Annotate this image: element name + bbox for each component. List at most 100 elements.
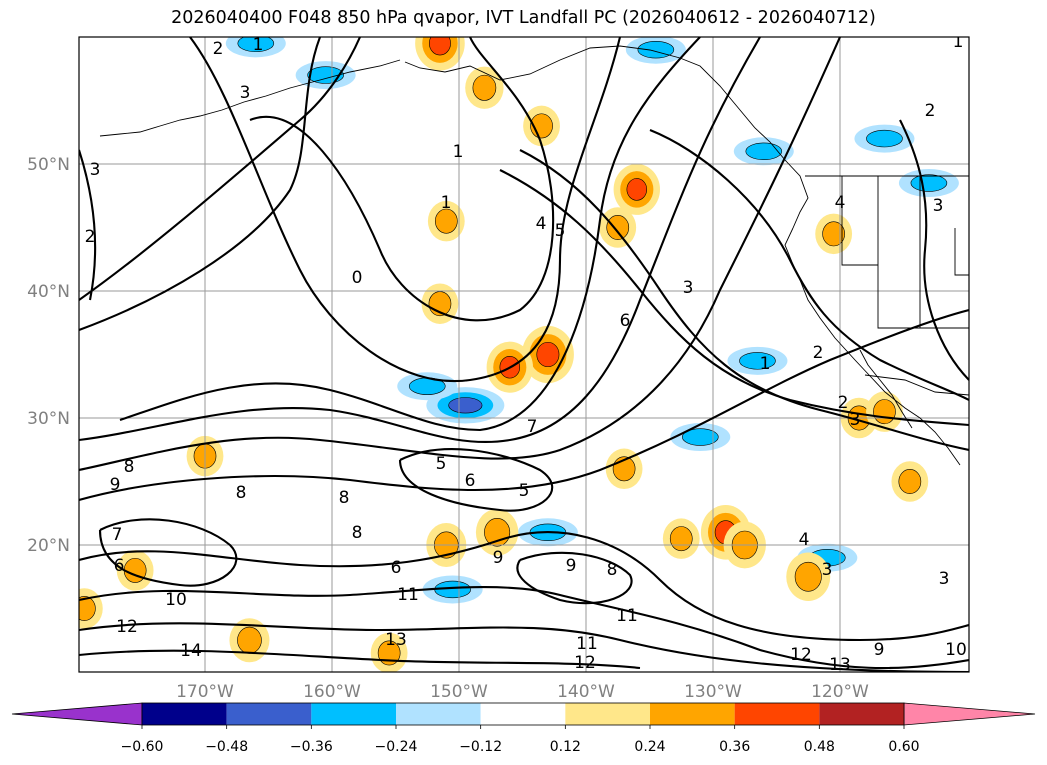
ivt-contour-line bbox=[189, 37, 622, 383]
contour-label: 5 bbox=[436, 454, 447, 474]
qvapor-fill bbox=[866, 129, 903, 148]
ivt-contours bbox=[79, 37, 969, 672]
qvapor-fill bbox=[637, 41, 675, 59]
ivt-contour-line bbox=[79, 149, 97, 301]
contour-label: 4 bbox=[835, 193, 846, 213]
qvapor-fill bbox=[745, 142, 783, 161]
contour-label: 9 bbox=[493, 548, 504, 568]
contour-label: 4 bbox=[536, 214, 547, 234]
coastline-baja bbox=[859, 349, 913, 429]
lon-label: 170°W bbox=[176, 682, 234, 702]
qvapor-fill bbox=[307, 66, 344, 84]
contour-label: 3 bbox=[683, 278, 694, 298]
coastline-aleutians bbox=[99, 59, 401, 137]
contour-label: 8 bbox=[607, 560, 618, 580]
qvapor-fill bbox=[681, 428, 719, 446]
contour-label: 6 bbox=[620, 311, 631, 331]
contour-label: 6 bbox=[114, 556, 125, 576]
contour-label: 11 bbox=[616, 606, 638, 626]
contour-label: 3 bbox=[850, 410, 861, 430]
colorbar-tick-label: −0.24 bbox=[375, 739, 418, 755]
contour-label: 8 bbox=[352, 523, 363, 543]
qvapor-fill bbox=[822, 221, 845, 247]
contour-label: 12 bbox=[116, 617, 138, 637]
qvapor-fill bbox=[794, 561, 822, 592]
map-title: 2026040400 F048 850 hPa qvapor, IVT Land… bbox=[171, 8, 876, 28]
colorbar-segment bbox=[311, 703, 396, 725]
colorbar-frame bbox=[141, 702, 905, 726]
colorbar-tick-label: 0.36 bbox=[719, 739, 750, 755]
qvapor-fill bbox=[237, 37, 275, 53]
latitude-labels: 50°N 40°N 30°N 20°N bbox=[27, 155, 70, 556]
longitude-labels: 170°W 160°W 150°W 140°W 130°W 120°W bbox=[176, 682, 869, 702]
colorbar-segment bbox=[142, 703, 227, 725]
contour-label: 3 bbox=[822, 560, 833, 580]
qvapor-fill bbox=[669, 526, 693, 552]
colorbar-tick-label: 0.48 bbox=[804, 739, 835, 755]
contour-label: 9 bbox=[874, 640, 885, 660]
contour-label: 7 bbox=[527, 417, 538, 437]
ivt-contour-line bbox=[79, 649, 641, 670]
qvapor-fill bbox=[434, 208, 458, 234]
qvapor-fill bbox=[910, 174, 948, 192]
qvapor-fill bbox=[237, 626, 262, 654]
colorbar-segment bbox=[226, 703, 312, 725]
lat-label: 40°N bbox=[27, 282, 70, 302]
colorbar-tick-label: −0.12 bbox=[459, 739, 502, 755]
contour-label: 2 bbox=[213, 39, 224, 59]
ivt-contour-line bbox=[79, 37, 361, 301]
ivt-contour-line bbox=[516, 551, 633, 605]
qvapor-fill bbox=[377, 640, 401, 666]
qvapor-fill bbox=[79, 596, 96, 621]
contour-label: 3 bbox=[939, 569, 950, 589]
colorbar-segment bbox=[396, 703, 481, 725]
contour-label: 7 bbox=[112, 525, 123, 545]
colorbar-segment bbox=[565, 703, 650, 725]
qvapor-fill bbox=[898, 469, 922, 494]
colorbar-extend-low bbox=[11, 702, 143, 726]
qvapor-fill bbox=[536, 341, 560, 368]
contour-label: 14 bbox=[180, 641, 202, 661]
contour-label: 1 bbox=[253, 35, 264, 55]
colorbar-segment bbox=[734, 703, 820, 725]
colorbar-segment bbox=[480, 703, 566, 725]
contour-label: 12 bbox=[790, 645, 812, 665]
colorbar-tick-label: 0.24 bbox=[634, 739, 665, 755]
border-states bbox=[841, 176, 969, 329]
ivt-contour-line bbox=[519, 149, 969, 452]
lat-label: 30°N bbox=[27, 409, 70, 429]
contour-label: 0 bbox=[352, 268, 363, 288]
contour-label: 9 bbox=[110, 475, 121, 495]
colorbar-tick-label: −0.60 bbox=[121, 739, 164, 755]
contour-label: 1 bbox=[760, 354, 771, 374]
contour-label: 5 bbox=[555, 221, 566, 241]
contour-label: 13 bbox=[829, 655, 851, 675]
contour-label: 2 bbox=[85, 227, 96, 247]
contour-label: 4 bbox=[799, 530, 810, 550]
colorbar-segment bbox=[650, 703, 735, 725]
contour-label: 10 bbox=[165, 590, 187, 610]
ivt-contour-line bbox=[79, 37, 761, 444]
contour-label: 11 bbox=[397, 585, 419, 605]
lon-label: 130°W bbox=[684, 682, 742, 702]
contour-label: 3 bbox=[240, 83, 251, 103]
qvapor-fill bbox=[739, 352, 776, 370]
contour-label: 10 bbox=[945, 640, 967, 660]
ivt-contour-line bbox=[79, 308, 969, 502]
qvapor-fill bbox=[484, 518, 511, 547]
contour-label: 2 bbox=[838, 393, 849, 413]
colorbar-tick-label: −0.36 bbox=[290, 739, 333, 755]
contour-label: 2 bbox=[813, 343, 824, 363]
border-us-mexico bbox=[864, 374, 969, 396]
qvapor-fill bbox=[873, 399, 896, 425]
contour-label: 2 bbox=[925, 101, 936, 121]
ivt-contour-line bbox=[899, 119, 969, 381]
colorbar-segment bbox=[819, 703, 904, 725]
lon-label: 150°W bbox=[430, 682, 488, 702]
colorbar-tick-label: −0.48 bbox=[205, 739, 248, 755]
contour-label: 3 bbox=[933, 196, 944, 216]
contour-label: 1 bbox=[953, 32, 964, 52]
